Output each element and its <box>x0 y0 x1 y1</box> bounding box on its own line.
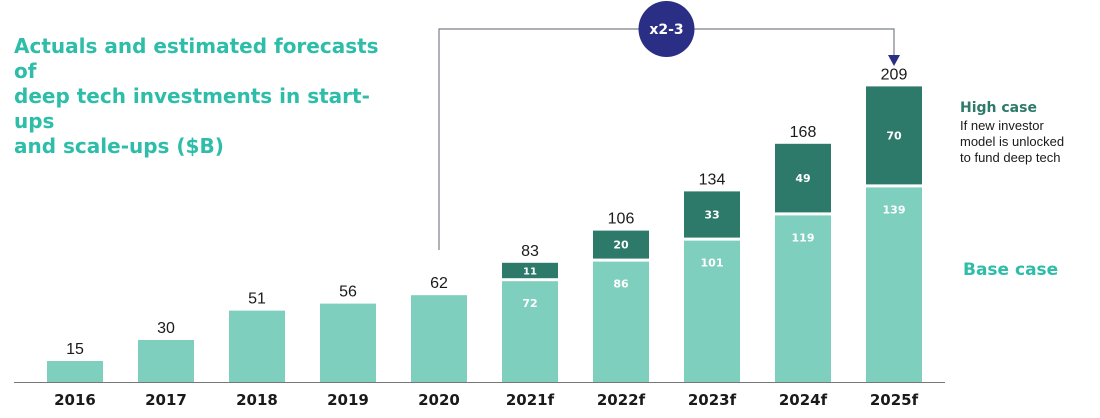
data-label-high-2022f: 20 <box>613 239 629 252</box>
total-label-2024f: 168 <box>790 124 817 141</box>
total-label-2017: 30 <box>157 320 175 337</box>
base-case-legend-label: Base case <box>963 260 1059 280</box>
high-case-legend-note: If new investor model is unlocked to fun… <box>960 118 1065 165</box>
bar-base-2016 <box>47 361 103 382</box>
bar-high-2023f <box>684 191 740 238</box>
bar-base-2023f <box>684 240 740 382</box>
x-tick-label-2020: 2020 <box>418 391 460 409</box>
x-tick-label-2019: 2019 <box>327 391 369 409</box>
data-label-base-2023f: 101 <box>701 257 724 270</box>
data-label-base-2024f: 119 <box>792 231 815 244</box>
growth-badge <box>638 1 695 57</box>
x-tick-label-2016: 2016 <box>54 391 96 409</box>
bar-base-2018 <box>229 310 285 382</box>
bar-high-2021f <box>502 262 558 279</box>
bar-high-2024f <box>775 143 831 213</box>
total-label-2025f: 209 <box>881 66 908 83</box>
data-label-high-2023f: 33 <box>704 209 719 222</box>
bar-base-2025f <box>866 187 922 382</box>
total-label-2018: 51 <box>248 291 266 308</box>
bar-high-2025f <box>866 86 922 185</box>
data-label-high-2021f: 11 <box>523 267 537 278</box>
x-tick-label-2021f: 2021f <box>506 391 555 409</box>
bar-base-2019 <box>320 303 376 382</box>
bar-base-2021f <box>502 281 558 382</box>
total-label-2016: 15 <box>66 341 84 358</box>
total-label-2021f: 83 <box>521 243 539 260</box>
growth-annotation-arrowhead <box>888 55 900 66</box>
growth-badge-label: x2-3 <box>649 22 683 38</box>
data-label-base-2025f: 139 <box>883 203 906 216</box>
x-tick-label-2017: 2017 <box>145 391 187 409</box>
total-label-2023f: 134 <box>699 171 726 188</box>
bar-base-2024f <box>775 215 831 382</box>
x-tick-label-2018: 2018 <box>236 391 278 409</box>
x-tick-label-2025f: 2025f <box>870 391 919 409</box>
bar-base-2022f <box>593 261 649 382</box>
data-label-base-2021f: 72 <box>522 297 537 310</box>
bar-high-2022f <box>593 230 649 259</box>
total-label-2022f: 106 <box>608 211 635 228</box>
data-label-high-2025f: 70 <box>886 129 902 142</box>
high-case-legend-title: High case <box>960 100 1037 116</box>
data-label-high-2024f: 49 <box>795 172 810 185</box>
total-label-2019: 56 <box>339 284 357 301</box>
total-label-2020: 62 <box>430 275 448 292</box>
bar-base-2017 <box>138 340 194 382</box>
x-tick-label-2023f: 2023f <box>688 391 737 409</box>
chart-title: Actuals and estimated forecasts of deep … <box>14 34 379 158</box>
x-tick-label-2024f: 2024f <box>779 391 828 409</box>
bar-base-2020 <box>411 295 467 382</box>
data-label-base-2022f: 86 <box>613 278 629 291</box>
x-tick-label-2022f: 2022f <box>597 391 646 409</box>
